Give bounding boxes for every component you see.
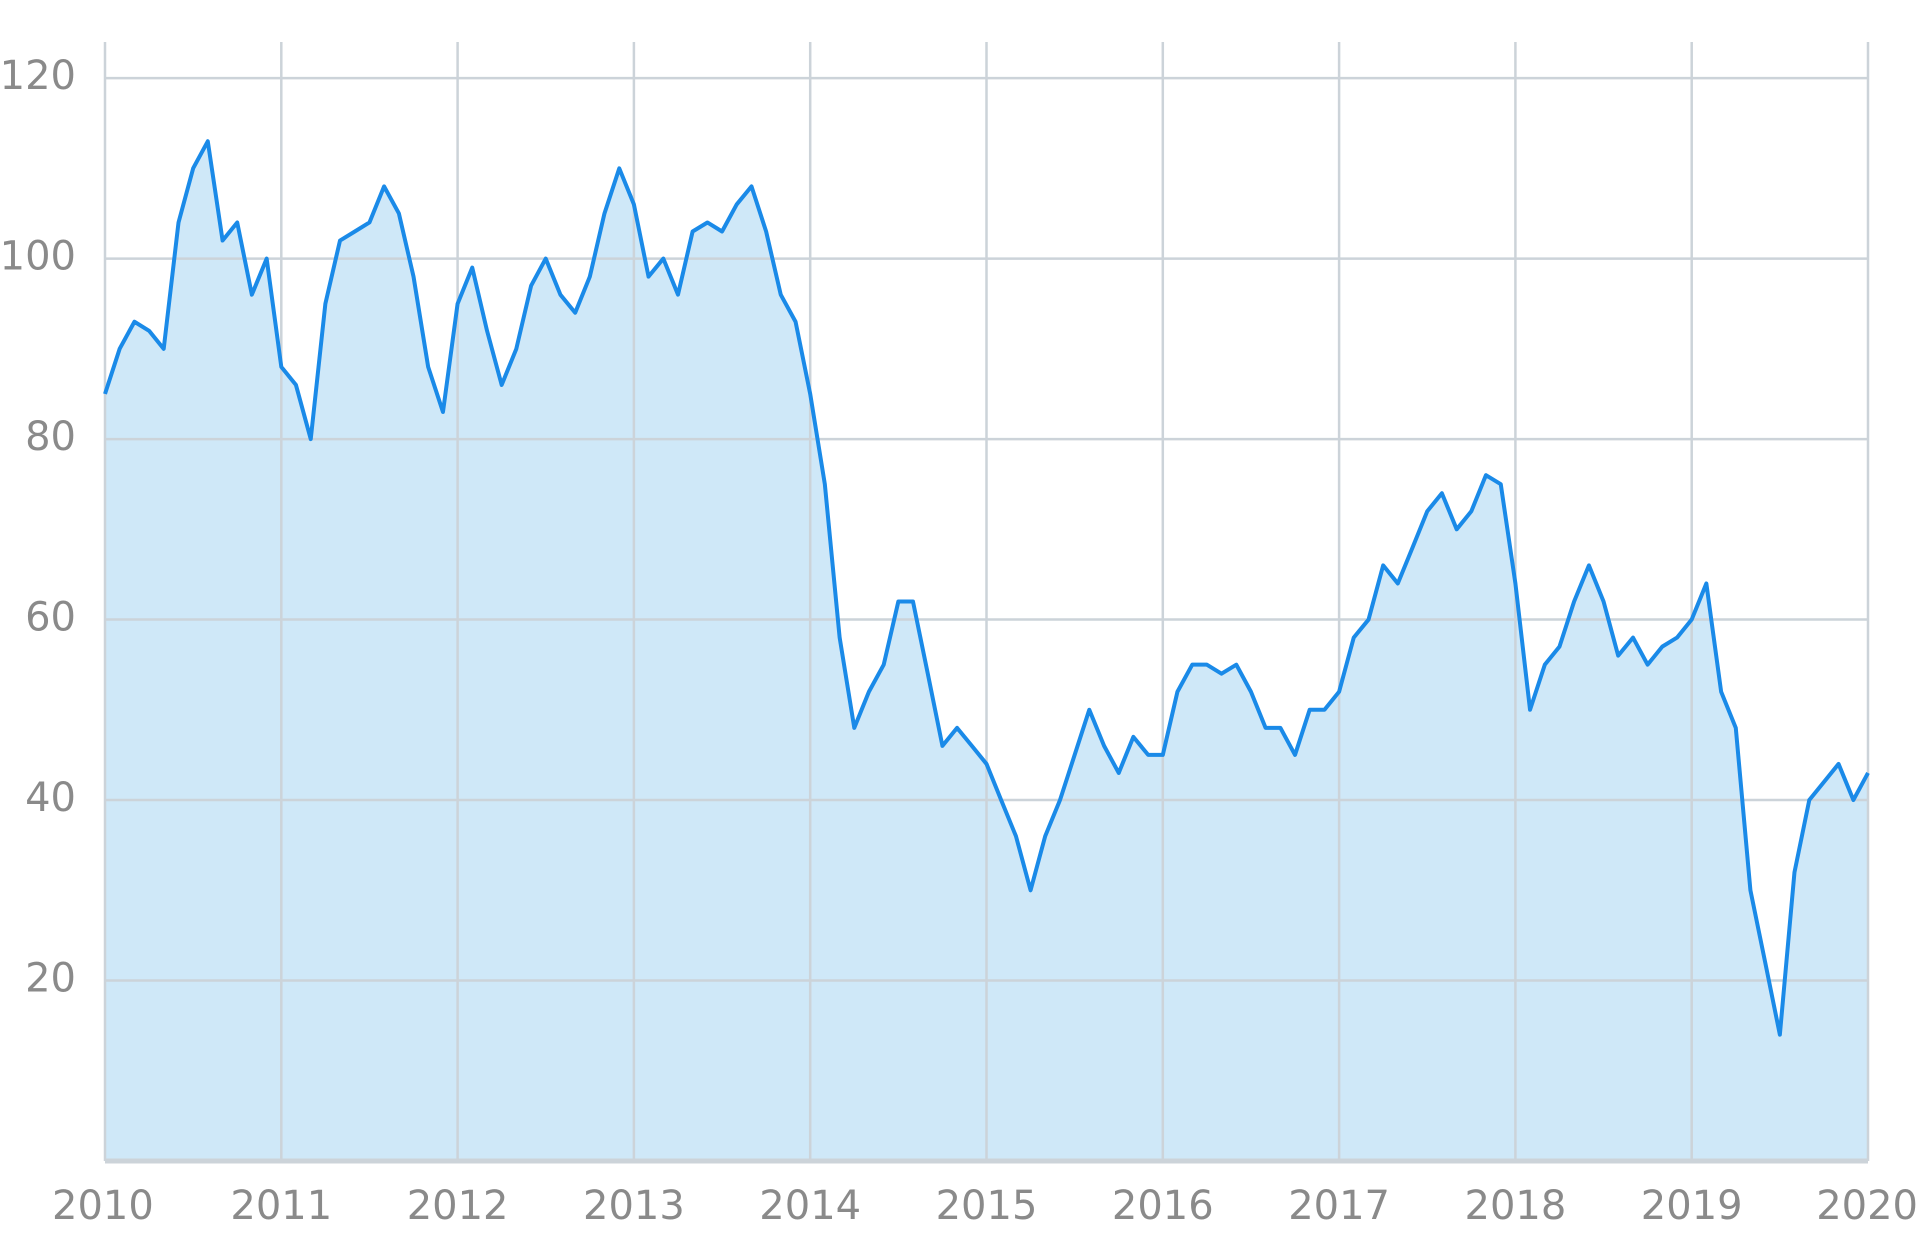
x-tick-label: 2012 (407, 1183, 509, 1229)
x-tick-label: 2016 (1112, 1183, 1214, 1229)
x-tick-label: 2015 (936, 1183, 1038, 1229)
x-tick-label: 2013 (583, 1183, 685, 1229)
x-tick-label: 2011 (230, 1183, 332, 1229)
y-tick-label: 100 (0, 234, 76, 280)
x-tick-label: 2010 (52, 1183, 154, 1229)
y-tick-label: 60 (25, 595, 76, 641)
y-tick-label: 120 (0, 53, 76, 99)
x-tick-label: 2018 (1465, 1183, 1567, 1229)
x-tick-label: 2019 (1641, 1183, 1743, 1229)
x-tick-label: 2020 (1816, 1183, 1918, 1229)
data-line (103, 139, 1870, 1037)
area-fill (105, 141, 1868, 1162)
x-tick-label: 2014 (759, 1183, 861, 1229)
y-tick-label: 80 (25, 414, 76, 460)
y-tick-label: 40 (25, 775, 76, 821)
y-tick-label: 20 (25, 956, 76, 1002)
x-tick-label: 2017 (1288, 1183, 1390, 1229)
